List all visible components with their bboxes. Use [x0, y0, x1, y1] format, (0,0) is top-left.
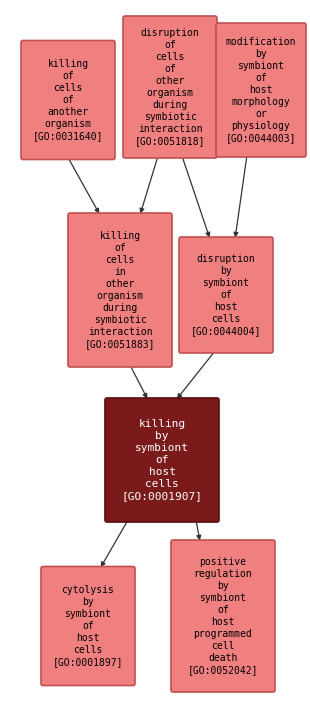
FancyBboxPatch shape: [179, 237, 273, 353]
Text: positive
regulation
by
symbiont
of
host
programmed
cell
death
[GO:0052042]: positive regulation by symbiont of host …: [188, 557, 258, 675]
Text: killing
of
cells
in
other
organism
during
symbiotic
interaction
[GO:0051883]: killing of cells in other organism durin…: [85, 231, 155, 349]
Text: killing
by
symbiont
of
host
cells
[GO:0001907]: killing by symbiont of host cells [GO:00…: [122, 419, 202, 501]
FancyBboxPatch shape: [68, 213, 172, 367]
FancyBboxPatch shape: [216, 23, 306, 157]
FancyBboxPatch shape: [41, 567, 135, 686]
Text: killing
of
cells
of
another
organism
[GO:0031640]: killing of cells of another organism [GO…: [33, 59, 103, 141]
Text: disruption
by
symbiont
of
host
cells
[GO:0044004]: disruption by symbiont of host cells [GO…: [191, 254, 261, 336]
Text: modification
by
symbiont
of
host
morphology
or
physiology
[GO:0044003]: modification by symbiont of host morphol…: [226, 37, 296, 143]
FancyBboxPatch shape: [123, 16, 217, 158]
Text: cytolysis
by
symbiont
of
host
cells
[GO:0001897]: cytolysis by symbiont of host cells [GO:…: [53, 585, 123, 667]
FancyBboxPatch shape: [21, 40, 115, 159]
Text: disruption
of
cells
of
other
organism
during
symbiotic
interaction
[GO:0051818]: disruption of cells of other organism du…: [135, 28, 205, 146]
FancyBboxPatch shape: [105, 398, 219, 522]
FancyBboxPatch shape: [171, 540, 275, 692]
